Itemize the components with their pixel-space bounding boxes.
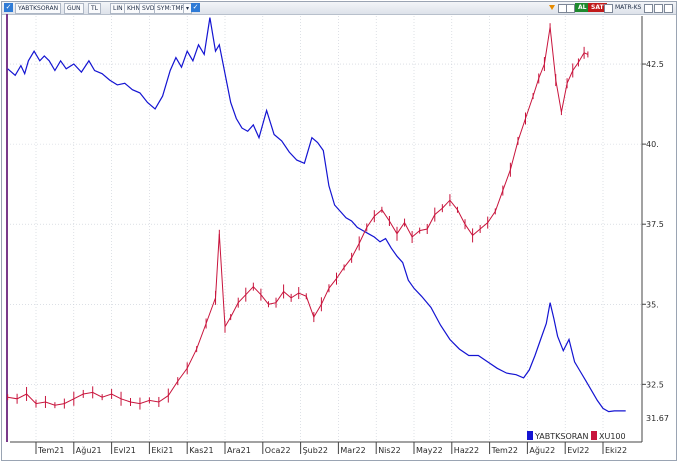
matrix-label: MATR-KS [615, 4, 642, 11]
x-tick-label: Tem22 [491, 446, 518, 455]
legend-label-xu100: XU100 [599, 432, 626, 441]
x-tick-label: Eki21 [151, 446, 173, 455]
x-tick-label: Evl21 [114, 446, 136, 455]
currency-button[interactable]: TL [88, 3, 102, 14]
y-axis: 42.5 40. 37.5 35. 32.5 [641, 16, 664, 442]
legend-label-yabtksoran: YABTKSORAN [534, 432, 588, 441]
grid [10, 16, 642, 442]
x-tick-label: Kas21 [189, 446, 213, 455]
close-icon[interactable] [664, 4, 673, 13]
maximize-icon[interactable] [654, 4, 663, 13]
last-value-label: 31.67 [646, 414, 669, 423]
sell-badge[interactable]: SAT [588, 3, 607, 12]
plot-area [7, 17, 626, 413]
x-tick-label: Tem21 [37, 446, 64, 455]
x-tick-label: Nis22 [378, 446, 401, 455]
series-xu100 [7, 23, 589, 410]
y-tick-label: 37.5 [646, 220, 664, 229]
x-tick-label: Ağu22 [529, 446, 555, 455]
x-tick-label: Haz22 [454, 446, 479, 455]
buy-badge[interactable]: AL [575, 3, 590, 12]
left-edge-marker [6, 14, 8, 442]
x-tick-label: Ara21 [227, 446, 251, 455]
x-tick-label: May22 [416, 446, 443, 455]
y-tick-label: 35. [646, 300, 659, 309]
legend-swatch-yabtksoran [527, 431, 533, 440]
x-tick-label: Eki22 [605, 446, 627, 455]
legend: YABTKSORAN XU100 [527, 431, 626, 441]
symbol-selector[interactable]: YABTKSORAN [15, 3, 62, 14]
y-tick-label: 32.5 [646, 380, 664, 389]
layout-icon[interactable] [604, 4, 613, 13]
warning-icon [549, 5, 555, 10]
symbol-checkbox[interactable]: ✓ [4, 3, 13, 12]
x-tick-label: Şub22 [303, 446, 328, 455]
y-tick-label: 40. [646, 140, 659, 149]
x-tick-label: Mar22 [340, 446, 365, 455]
series-line-yabtksoran [7, 17, 626, 413]
y-tick-label: 42.5 [646, 60, 664, 69]
template-checkbox[interactable]: ✓ [191, 3, 200, 12]
chart-toolbar: ✓ YABTKSORAN GUN TL LIN KHN SVD SYM:TMP … [2, 2, 676, 15]
legend-swatch-xu100 [591, 431, 597, 440]
period-button[interactable]: GUN [64, 3, 84, 14]
x-axis: Tem21 Ağu21 Evl21 Eki21 Kas21 Ara21 Oca22 Şub22… [10, 441, 642, 455]
color-icon[interactable] [566, 4, 575, 13]
x-tick-label: Ağu21 [76, 446, 102, 455]
minimize-icon[interactable] [644, 4, 653, 13]
series-line-xu100 [7, 27, 589, 406]
x-tick-label: Evl22 [567, 446, 589, 455]
series-yabtksoran [7, 17, 626, 413]
x-tick-label: Oca22 [265, 446, 291, 455]
